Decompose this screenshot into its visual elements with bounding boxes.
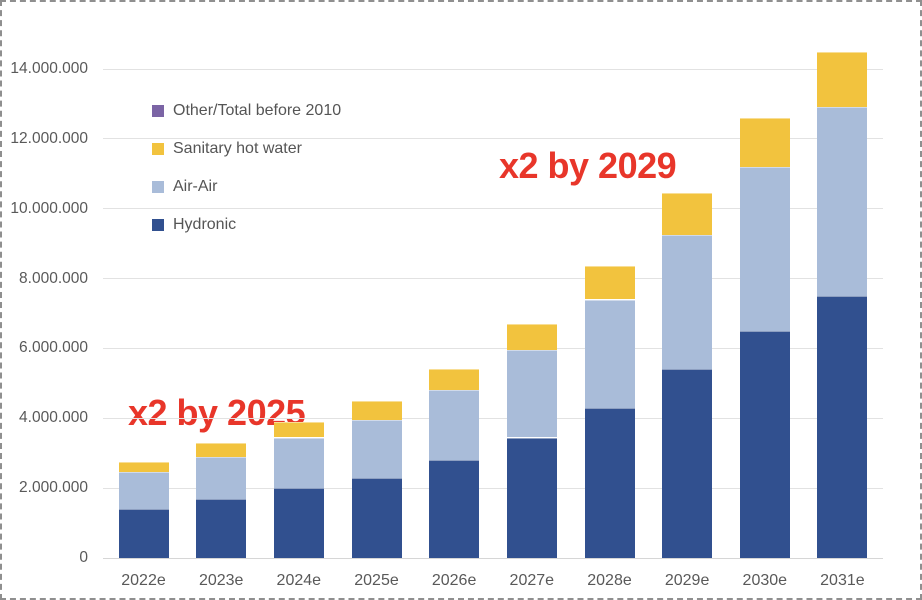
legend-label: Sanitary hot water [173,140,302,157]
x-axis-baseline [103,557,883,559]
bar-segment-air-air [506,350,557,438]
y-axis-tick-label: 8.000.000 [19,269,88,287]
bar-segment-air-air [817,107,868,296]
bar-segment-hydronic [118,509,169,558]
y-axis-tick-label: 2.000.000 [19,479,88,497]
x-axis-label: 2022e [121,572,166,589]
y-gridline [103,138,883,140]
x-axis-label: 2023e [198,572,244,589]
legend-item-air-air: Air-Air [152,168,341,206]
bar-segment-sanitary-hot-water [662,193,713,235]
bar-segment-air-air [662,234,713,370]
bar-segment-hydronic [584,407,635,558]
bar-segment-sanitary-hot-water [506,324,557,351]
y-axis-tick-label: 14.000.000 [10,60,88,77]
y-gridline [103,417,883,419]
annotation-x2-by-2029: x2 by 2029 [499,145,677,186]
legend-label: Other/Total before 2010 [173,102,342,119]
bar-segment-sanitary-hot-water [118,461,169,473]
legend-swatch-icon [152,219,164,231]
bar-segment-sanitary-hot-water [817,51,868,108]
bar-segment-sanitary-hot-water [429,369,480,391]
y-gridline [103,487,883,489]
legend-label: Hydronic [173,216,237,233]
x-axis-label: 2030e [742,572,788,589]
x-axis-label: 2025e [354,572,399,589]
x-axis-label: 2027e [509,572,555,589]
x-axis-label: 2028e [587,572,632,589]
y-axis-tick-label: 0 [79,549,88,566]
legend-swatch-icon [152,105,164,117]
bar-segment-sanitary-hot-water [584,266,635,300]
bar-segment-hydronic [273,488,324,558]
y-axis-tick-label: 6.000.000 [19,339,88,357]
bar-segment-sanitary-hot-water [273,421,324,438]
bar-segment-air-air [118,472,169,510]
legend-label: Air-Air [173,178,218,195]
bar-segment-air-air [584,299,635,408]
y-gridline [103,208,883,210]
bar-segment-air-air [351,420,402,478]
y-gridline [103,347,883,349]
bar-segment-sanitary-hot-water [739,117,790,167]
bar-segment-air-air [196,456,247,499]
bar-segment-sanitary-hot-water [196,442,247,457]
x-axis-label: 2031e [820,572,865,589]
bar-segment-sanitary-hot-water [351,400,402,420]
legend-item-hydronic: Hydronic [152,206,341,244]
legend-swatch-icon [152,181,164,193]
bar-segment-hydronic [739,331,790,558]
x-axis-label: 2029e [664,572,710,589]
bar-segment-hydronic [817,296,868,558]
chart-legend: Other/Total before 2010 Sanitary hot wate… [152,92,341,244]
y-axis-tick-label: 10.000.000 [10,199,88,217]
y-gridline [103,68,883,70]
bar-segment-hydronic [351,477,402,558]
bar-segment-hydronic [429,460,480,558]
x-axis-label: 2026e [431,572,477,589]
bar-segment-air-air [739,166,790,331]
y-axis-tick-label: 4.000.000 [19,409,88,427]
y-gridline [103,278,883,280]
y-axis-tick-label: 12.000.000 [10,129,88,147]
bar-segment-air-air [273,437,324,489]
bar-segment-hydronic [196,498,247,558]
legend-item-other-total-before-2010: Other/Total before 2010 [152,92,341,130]
legend-item-sanitary-hot-water: Sanitary hot water [152,130,341,168]
bar-segment-air-air [429,390,480,461]
legend-swatch-icon [152,143,164,155]
x-axis-label: 2024e [276,572,322,589]
bar-segment-hydronic [506,437,557,558]
bar-segment-hydronic [662,369,713,558]
